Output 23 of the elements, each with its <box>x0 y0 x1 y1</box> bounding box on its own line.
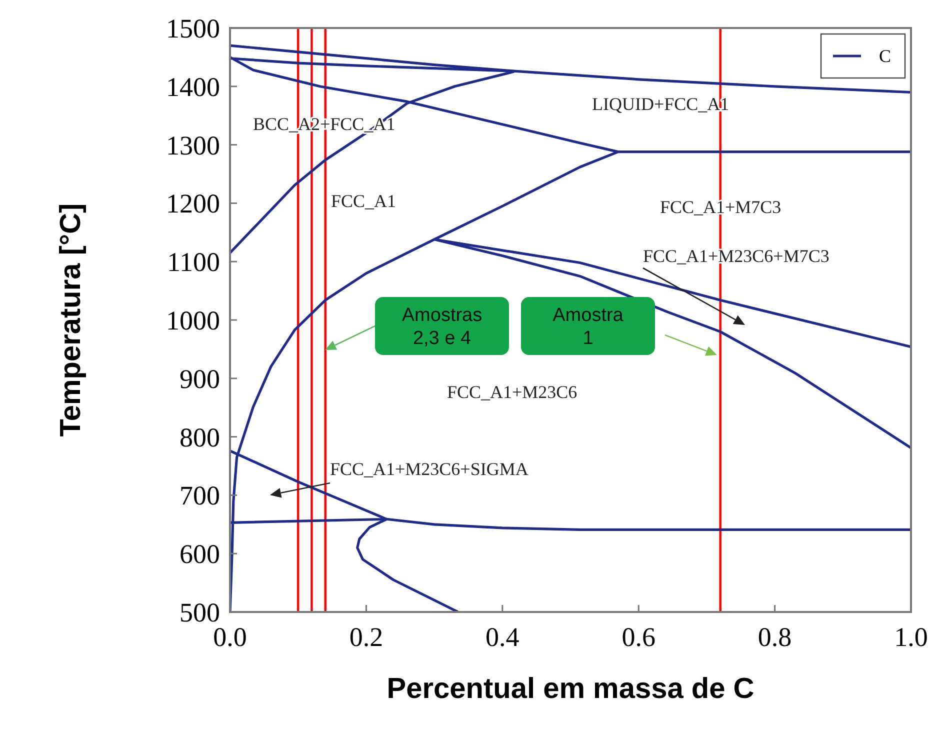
annotation: FCC_A1+M23C6 <box>447 382 578 402</box>
annotation: Amostras 2,3 e 4 <box>402 305 482 349</box>
x-tick-label: 0.4 <box>486 622 520 652</box>
y-tick-label: 700 <box>180 480 220 511</box>
annotation: FCC_A1 <box>331 191 396 211</box>
y-tick-label: 900 <box>180 364 220 394</box>
y-tick-label: 1400 <box>166 72 220 102</box>
y-tick-label: 1500 <box>166 13 220 44</box>
legend-label: C <box>879 46 892 66</box>
annotation: FCC_A1+M23C6+SIGMA <box>330 459 528 479</box>
y-tick-label: 1300 <box>166 130 220 160</box>
y-tick-label: 800 <box>180 422 220 452</box>
y-tick-label: 1100 <box>167 247 220 278</box>
y-tick-label: 600 <box>180 539 220 570</box>
x-tick-label: 0.2 <box>349 622 384 652</box>
y-tick-label: 1200 <box>166 188 220 219</box>
y-tick-label: 1000 <box>166 305 220 336</box>
x-tick-label: 1.0 <box>894 622 928 652</box>
x-axis-title: Percentual em massa de C <box>386 673 754 705</box>
x-tick-label: 0.8 <box>758 622 792 652</box>
annotation: Amostra 1 <box>552 305 624 349</box>
x-tick-label: 0.6 <box>622 622 656 652</box>
y-axis-title: Temperatura [°C] <box>55 203 87 437</box>
